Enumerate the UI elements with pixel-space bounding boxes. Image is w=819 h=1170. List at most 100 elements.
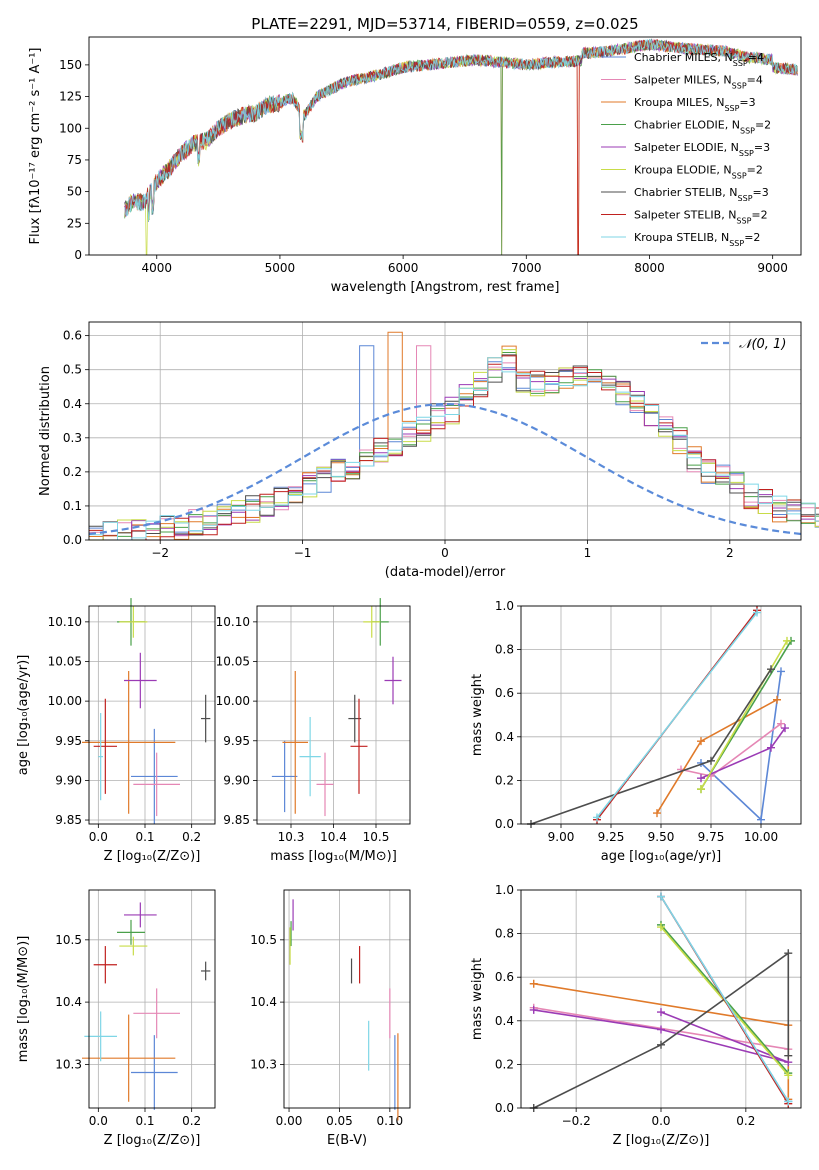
x-tick-label: −2 — [151, 546, 169, 560]
x-tick-label: 6000 — [388, 261, 419, 275]
weight-marker — [773, 695, 781, 704]
weight-marker — [697, 785, 705, 794]
y-tick-label: 1.0 — [495, 883, 514, 897]
weight-marker — [657, 1008, 665, 1017]
y-axis-label: age [log₁₀(age/yr)] — [16, 655, 31, 776]
age-vs-Z-panel: 0.0 0.1 0.2 9.85 9.90 9.95 10.00 10.05 10.10 Z [l… — [16, 598, 216, 864]
x-axis-label: Z [log₁₀(Z/Z⊙)] — [104, 849, 201, 864]
y-tick-label: 0.2 — [495, 1057, 514, 1071]
y-tick-label: 0.0 — [495, 817, 514, 831]
x-tick-label: 0.0 — [89, 1114, 108, 1128]
weight-marker — [657, 1025, 665, 1034]
y-tick-label: 10.5 — [250, 933, 277, 947]
residuals-panel: −2 −1 0 1 2 0.0 0.1 0.2 0.3 0.4 0.5 0.6 (data-model)… — [38, 321, 819, 580]
y-tick-label: 10.3 — [250, 1057, 277, 1071]
x-tick-label: 0.2 — [182, 1114, 201, 1128]
weight-marker — [657, 1040, 665, 1049]
y-tick-label: 10.5 — [55, 933, 82, 947]
y-tick-label: 10.00 — [216, 694, 250, 708]
x-tick-label: 0 — [441, 546, 449, 560]
weight-line — [700, 640, 788, 790]
weight-marker — [767, 665, 775, 674]
y-tick-label: 0.5 — [63, 363, 82, 377]
x-tick-label: −1 — [294, 546, 312, 560]
x-tick-label: 2 — [726, 546, 734, 560]
x-axis-label: (data-model)/error — [385, 565, 506, 580]
x-axis-label: age [log₁₀(age/yr)] — [601, 849, 722, 864]
weight-line — [596, 612, 758, 818]
x-tick-label: 9000 — [757, 261, 788, 275]
axes-frame — [88, 36, 802, 256]
legend-label: Kroupa STELIB, NSSP=2 — [634, 231, 760, 248]
y-tick-label: 0.0 — [495, 1101, 514, 1115]
weight-marker — [784, 949, 793, 958]
weight-marker — [777, 719, 785, 728]
figure-title: PLATE=2291, MJD=53714, FIBERID=0559, z=0… — [251, 15, 638, 33]
y-tick-label: 75 — [67, 153, 82, 167]
y-tick-label: 0.8 — [495, 927, 514, 941]
y-tick-label: 9.90 — [55, 773, 82, 787]
weight-marker — [707, 756, 715, 765]
axes-frame — [256, 605, 411, 825]
x-tick-label: 7000 — [511, 261, 542, 275]
y-tick-label: 10.3 — [55, 1057, 82, 1071]
axes-frame — [520, 605, 802, 825]
x-tick-label: 9.50 — [648, 830, 675, 844]
y-tick-label: 10.10 — [216, 615, 250, 629]
weight-marker — [784, 1097, 793, 1106]
weight-marker — [757, 815, 765, 824]
spectrum-panel: 4000 5000 6000 7000 8000 9000 0 25 50 75 100 125 150… — [28, 36, 802, 295]
y-tick-label: 0.6 — [63, 329, 82, 343]
axes-frame — [88, 321, 802, 541]
x-tick-label: 10.3 — [278, 830, 305, 844]
axes-frame — [88, 605, 216, 825]
x-tick-label: 1 — [584, 546, 592, 560]
mass-vs-EBV-panel: 0.00 0.05 0.10 10.3 10.4 10.5 E(B-V) — [250, 889, 411, 1148]
y-tick-label: 0.6 — [495, 686, 514, 700]
x-axis-label: Z [log₁₀(Z/Z⊙)] — [613, 1133, 710, 1148]
weight-marker — [657, 923, 665, 932]
x-tick-label: 10.00 — [744, 830, 778, 844]
chart-panels: 4000 5000 6000 7000 8000 9000 0 25 50 75 100 125 150… — [16, 36, 819, 1148]
y-tick-label: 9.95 — [223, 734, 250, 748]
x-tick-label: 9.25 — [598, 830, 625, 844]
y-tick-label: 50 — [67, 185, 82, 199]
axes-frame — [283, 889, 411, 1109]
y-tick-label: 0.4 — [495, 730, 514, 744]
weight-marker — [784, 1071, 793, 1080]
y-axis-label: Flux [fλ10⁻¹⁷ erg cm⁻² s⁻¹ A⁻¹] — [28, 48, 43, 245]
y-tick-label: 25 — [67, 216, 82, 230]
legend-label: Chabrier ELODIE, NSSP=2 — [634, 119, 771, 136]
weight-marker — [529, 1005, 538, 1014]
y-tick-label: 10.4 — [250, 995, 277, 1009]
spectrum-plot-area — [124, 38, 798, 255]
mass-vs-Z-panel: 0.0 0.1 0.2 10.3 10.4 10.5 Z [log₁₀(Z/Z⊙)] mass… — [16, 889, 216, 1148]
y-tick-label: 9.85 — [223, 813, 250, 827]
x-tick-label: 0.2 — [182, 830, 201, 844]
weight-marker — [781, 724, 789, 733]
x-tick-label: 9.00 — [548, 830, 575, 844]
y-tick-label: 0 — [74, 248, 82, 262]
y-tick-label: 9.95 — [55, 734, 82, 748]
weight-vs-Z-panel: −0.2 0.0 0.2 0.0 0.2 0.4 0.6 0.8 1.0 Z [log₁₀(Z/Z… — [470, 883, 802, 1148]
x-tick-label: 8000 — [634, 261, 665, 275]
weight-marker — [529, 979, 538, 988]
weight-marker — [753, 608, 761, 617]
x-tick-label: 0.2 — [736, 1114, 755, 1128]
y-tick-label: 10.00 — [48, 694, 82, 708]
y-tick-label: 10.10 — [48, 615, 82, 629]
normal-curve — [88, 402, 802, 536]
x-tick-label: 0.0 — [651, 1114, 670, 1128]
y-tick-label: 9.85 — [55, 813, 82, 827]
x-tick-label: 0.00 — [276, 1114, 303, 1128]
x-tick-label: 4000 — [141, 261, 172, 275]
weight-marker — [783, 636, 791, 645]
legend-label: Chabrier STELIB, NSSP=3 — [634, 186, 769, 203]
x-tick-label: 10.4 — [320, 830, 347, 844]
weight-vs-age-panel: 9.00 9.25 9.50 9.75 10.00 0.0 0.2 0.4 0.6 0.8 1.0 a… — [470, 599, 802, 864]
y-tick-label: 0.0 — [63, 533, 82, 547]
y-tick-label: 0.2 — [63, 465, 82, 479]
x-tick-label: 9.75 — [698, 830, 725, 844]
